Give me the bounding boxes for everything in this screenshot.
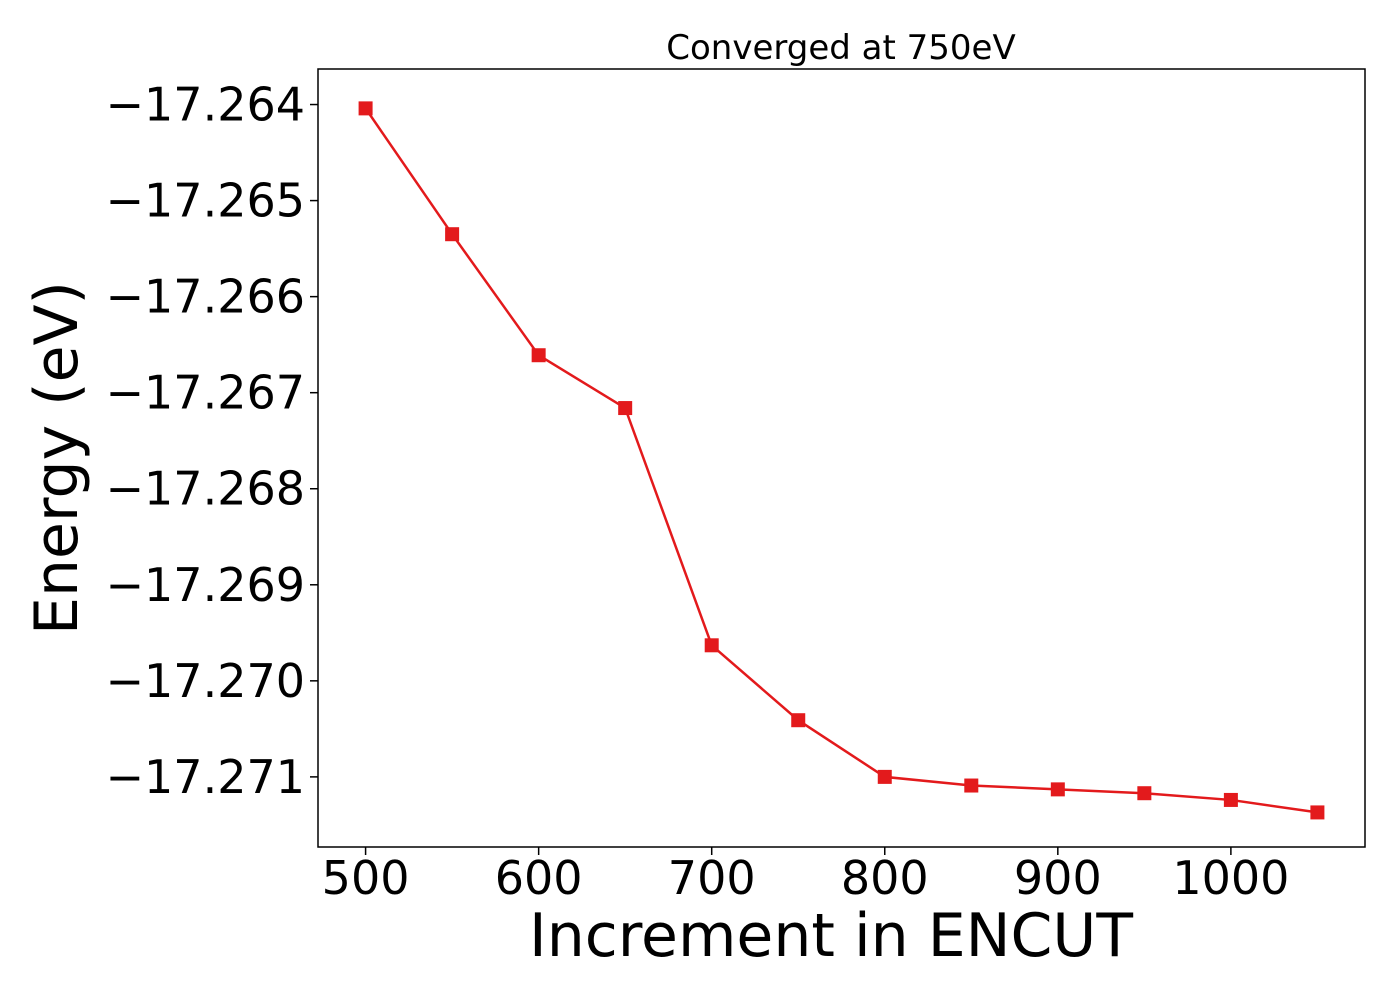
x-tick-label: 600 [495, 851, 583, 905]
y-tick-label: −17.265 [106, 174, 306, 228]
series-line [364, 107, 1318, 814]
x-tick-label: 700 [668, 851, 756, 905]
data-point-marker [531, 348, 546, 363]
data-point-marker [704, 638, 719, 653]
data-point-marker [358, 101, 373, 116]
y-tick-label: −17.270 [106, 654, 306, 708]
y-tick-label: −17.271 [106, 750, 306, 804]
x-axis: 500 600 700 800 900 1000 [322, 847, 1289, 905]
data-point-marker [445, 227, 460, 242]
axes-frame [317, 68, 1366, 848]
y-tick-label: −17.264 [106, 78, 306, 132]
data-point-marker [1137, 786, 1152, 801]
plot-area [358, 101, 1325, 820]
x-tick-label: 500 [322, 851, 410, 905]
data-point-marker [791, 713, 806, 728]
x-tick-label: 800 [841, 851, 929, 905]
y-axis-label: Energy (eV) [22, 281, 92, 635]
y-axis: −17.264 −17.265 −17.266 −17.267 −17.268 −17.2… [106, 78, 318, 804]
data-point-marker [1223, 792, 1238, 807]
x-tick-label: 1000 [1172, 851, 1289, 905]
y-tick-label: −17.266 [106, 270, 306, 324]
data-point-marker [877, 769, 892, 784]
chart-title: Converged at 750eV [666, 28, 1015, 68]
x-tick-label: 900 [1014, 851, 1102, 905]
y-tick-label: −17.269 [106, 558, 306, 612]
data-point-marker [964, 778, 979, 793]
data-point-marker [1310, 805, 1325, 820]
y-tick-label: −17.268 [106, 462, 306, 516]
y-tick-label: −17.267 [106, 366, 306, 420]
x-axis-label: Increment in ENCUT [529, 901, 1133, 971]
data-point-marker [1050, 782, 1065, 797]
data-point-marker [618, 401, 633, 416]
